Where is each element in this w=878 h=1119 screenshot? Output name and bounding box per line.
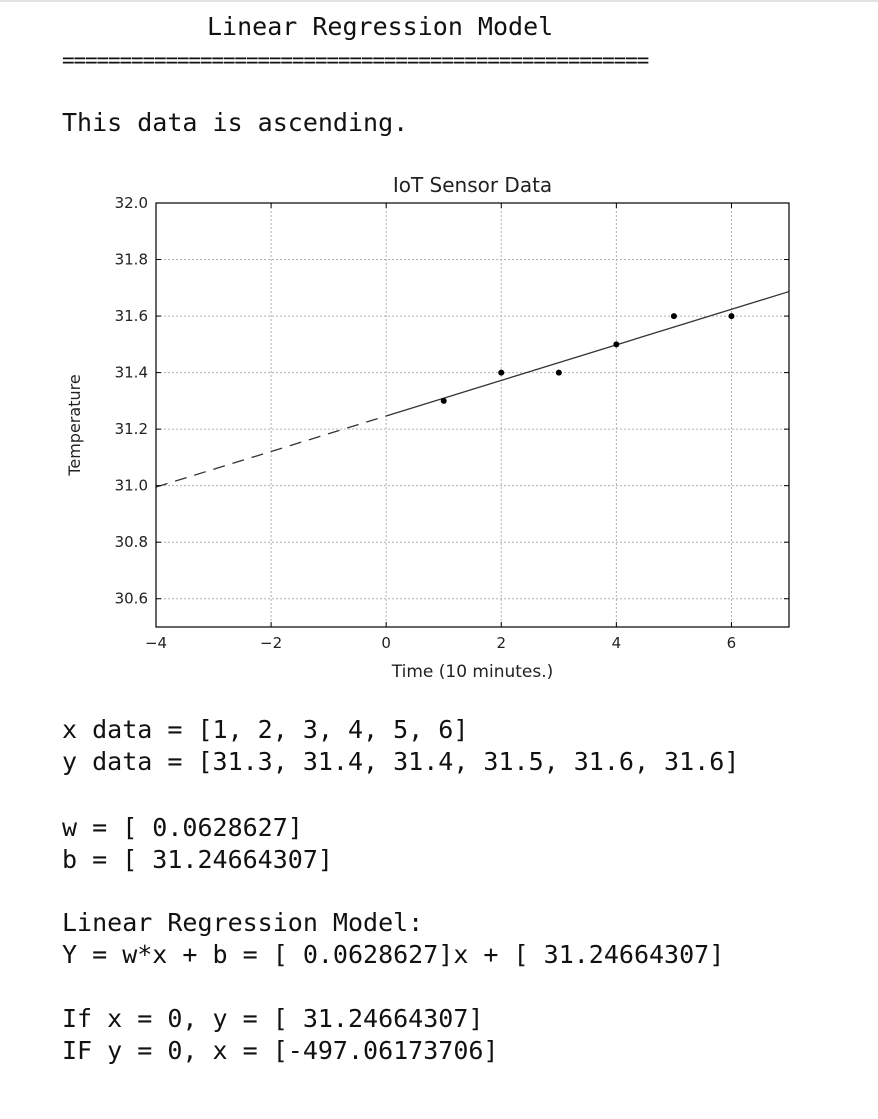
fit-line-solid — [385, 290, 790, 417]
x-axis-label: Time (10 minutes.) — [391, 662, 554, 682]
if-y-zero-line: IF y = 0, x = [-497.06173706] — [62, 1036, 499, 1065]
x-tick-label: 0 — [381, 634, 391, 652]
data-point — [440, 397, 447, 404]
bias-line: b = [ 31.24664307] — [62, 845, 333, 874]
y-tick-label: 31.8 — [115, 251, 148, 269]
divider-line: ========================================… — [62, 48, 649, 72]
y-tick-label: 31.2 — [115, 420, 148, 438]
data-point — [555, 369, 562, 376]
y-tick-label: 32.0 — [115, 194, 148, 212]
x-tick-label: 2 — [496, 634, 506, 652]
page-title: Linear Regression Model — [207, 12, 554, 41]
y-tick-label: 31.6 — [115, 307, 148, 325]
fit-line-extrapolated — [155, 415, 387, 488]
y-tick-label: 30.6 — [115, 590, 148, 608]
data-point — [670, 313, 677, 320]
data-point — [613, 341, 620, 348]
y-tick-label: 31.0 — [115, 477, 148, 495]
if-x-zero-line: If x = 0, y = [ 31.24664307] — [62, 1004, 484, 1033]
plot-area-frame — [155, 202, 790, 628]
axis-ticks: −4 −2 0 2 4 6 30.6 30.8 31.0 31.2 31.4 31.6 31.8 32.0 — [115, 194, 789, 652]
model-expression: Y = w*x + b = [ 0.0628627]x + [ 31.24664… — [62, 940, 725, 969]
model-heading: Linear Regression Model: — [62, 908, 424, 937]
x-tick-label: 4 — [612, 634, 622, 652]
chart-title: IoT Sensor Data — [393, 173, 552, 197]
y-tick-label: 30.8 — [115, 533, 148, 551]
x-data-line: x data = [1, 2, 3, 4, 5, 6] — [62, 715, 469, 744]
y-tick-label: 31.4 — [115, 364, 148, 382]
weight-line: w = [ 0.0628627] — [62, 813, 303, 842]
y-data-line: y data = [31.3, 31.4, 31.4, 31.5, 31.6, … — [62, 747, 740, 776]
x-tick-label: 6 — [727, 634, 737, 652]
scatter-chart: −4 −2 0 2 4 6 30.6 30.8 31.0 31.2 31.4 31.6 31.8 32.0… — [65, 173, 790, 682]
data-point — [498, 369, 505, 376]
chart-grid — [155, 202, 789, 627]
data-points — [440, 313, 735, 404]
top-border — [0, 0, 878, 2]
trend-note: This data is ascending. — [62, 108, 409, 137]
data-point — [728, 313, 735, 320]
y-axis-label: Temperature — [65, 374, 84, 476]
x-tick-label: −4 — [145, 634, 167, 652]
x-tick-label: −2 — [260, 634, 282, 652]
regression-lines — [155, 290, 790, 488]
